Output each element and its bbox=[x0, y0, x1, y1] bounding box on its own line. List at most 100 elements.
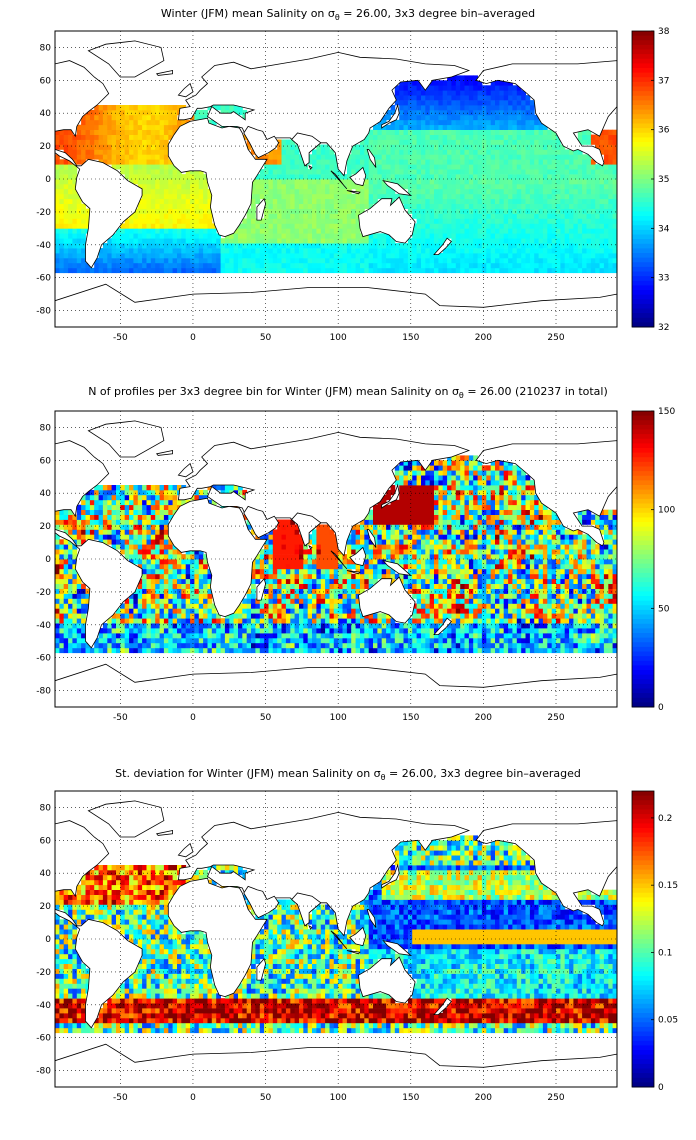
grid-cell bbox=[455, 174, 461, 180]
grid-cell bbox=[516, 267, 522, 274]
grid-cell bbox=[590, 243, 596, 249]
grid-cell bbox=[159, 588, 165, 594]
grid-cell bbox=[364, 267, 370, 274]
grid-cell bbox=[185, 169, 191, 175]
grid-cell bbox=[577, 129, 583, 135]
grid-cell bbox=[560, 183, 566, 190]
grid-cell bbox=[63, 583, 69, 589]
grid-cell bbox=[386, 139, 391, 145]
grid-cell bbox=[81, 159, 86, 165]
grid-cell bbox=[194, 169, 200, 175]
grid-cell bbox=[268, 642, 274, 649]
grid-cell bbox=[608, 154, 614, 160]
grid-cell bbox=[403, 114, 409, 121]
grid-cell bbox=[281, 647, 287, 654]
grid-cell bbox=[55, 188, 60, 195]
grid-cell bbox=[224, 637, 230, 644]
grid-cell bbox=[407, 139, 413, 145]
grid-cell bbox=[473, 139, 478, 145]
grid-cell bbox=[490, 109, 496, 116]
grid-cell bbox=[451, 114, 457, 121]
grid-cell bbox=[351, 144, 356, 150]
grid-cell bbox=[233, 608, 239, 614]
grid-cell bbox=[320, 243, 326, 249]
grid-cell bbox=[529, 109, 535, 116]
grid-cell bbox=[146, 105, 152, 111]
grid-cell bbox=[55, 647, 60, 654]
grid-cell bbox=[185, 174, 191, 180]
grid-cell bbox=[486, 164, 492, 170]
colorbar-segment bbox=[632, 179, 654, 185]
grid-cell bbox=[146, 139, 152, 145]
grid-cell bbox=[403, 267, 409, 274]
grid-cell bbox=[155, 637, 160, 644]
grid-cell bbox=[102, 524, 108, 530]
grid-cell bbox=[495, 134, 500, 140]
grid-cell bbox=[329, 253, 335, 259]
grid-cell bbox=[76, 149, 82, 155]
grid-cell bbox=[542, 233, 548, 239]
grid-cell bbox=[473, 159, 478, 165]
grid-cell bbox=[608, 169, 614, 175]
grid-cell bbox=[194, 642, 200, 649]
grid-cell bbox=[272, 193, 278, 200]
grid-cell bbox=[612, 139, 618, 145]
grid-cell bbox=[111, 129, 117, 135]
grid-cell bbox=[255, 174, 261, 180]
grid-cell bbox=[299, 549, 304, 555]
grid-cell bbox=[76, 534, 82, 540]
grid-cell bbox=[264, 593, 269, 599]
grid-cell bbox=[163, 509, 169, 515]
grid-cell bbox=[242, 134, 248, 140]
grid-cell bbox=[455, 233, 461, 239]
grid-cell bbox=[194, 248, 200, 254]
grid-cell bbox=[124, 514, 130, 520]
grid-cell bbox=[434, 262, 439, 269]
grid-cell bbox=[442, 124, 448, 130]
grid-cell bbox=[477, 109, 483, 116]
grid-cell bbox=[185, 183, 191, 190]
grid-cell bbox=[203, 109, 208, 116]
grid-cell bbox=[534, 134, 539, 140]
grid-cell bbox=[525, 248, 531, 254]
grid-cell bbox=[146, 608, 152, 614]
grid-cell bbox=[612, 154, 618, 160]
grid-cell bbox=[129, 539, 134, 545]
grid-cell bbox=[355, 228, 361, 234]
grid-cell bbox=[355, 243, 361, 249]
grid-cell bbox=[442, 253, 448, 259]
grid-cell bbox=[508, 134, 513, 140]
grid-cell bbox=[255, 568, 261, 575]
grid-cell bbox=[107, 109, 113, 116]
grid-cell bbox=[59, 174, 65, 180]
grid-cell bbox=[460, 208, 465, 214]
grid-cell bbox=[137, 169, 143, 175]
grid-cell bbox=[495, 262, 500, 269]
grid-cell bbox=[242, 223, 248, 229]
grid-cell bbox=[390, 193, 396, 200]
grid-cell bbox=[172, 489, 178, 496]
grid-cell bbox=[416, 119, 422, 126]
grid-cell bbox=[481, 183, 487, 190]
grid-cell bbox=[172, 188, 178, 195]
grid-cell bbox=[473, 233, 478, 239]
grid-cell bbox=[124, 499, 130, 506]
grid-cell bbox=[612, 179, 618, 185]
grid-cell bbox=[516, 257, 522, 264]
grid-cell bbox=[55, 628, 60, 634]
grid-cell bbox=[303, 598, 309, 604]
grid-cell bbox=[394, 193, 400, 200]
grid-cell bbox=[63, 179, 69, 185]
grid-cell bbox=[155, 119, 160, 126]
grid-cell bbox=[233, 233, 239, 239]
grid-cell bbox=[246, 524, 252, 530]
grid-cell bbox=[107, 124, 113, 130]
grid-cell bbox=[194, 494, 200, 501]
grid-cell bbox=[203, 257, 208, 264]
grid-cell bbox=[150, 509, 156, 515]
grid-cell bbox=[412, 100, 417, 106]
grid-cell bbox=[277, 233, 282, 239]
grid-cell bbox=[155, 262, 160, 269]
grid-cell bbox=[434, 90, 439, 96]
grid-cell bbox=[259, 169, 265, 175]
